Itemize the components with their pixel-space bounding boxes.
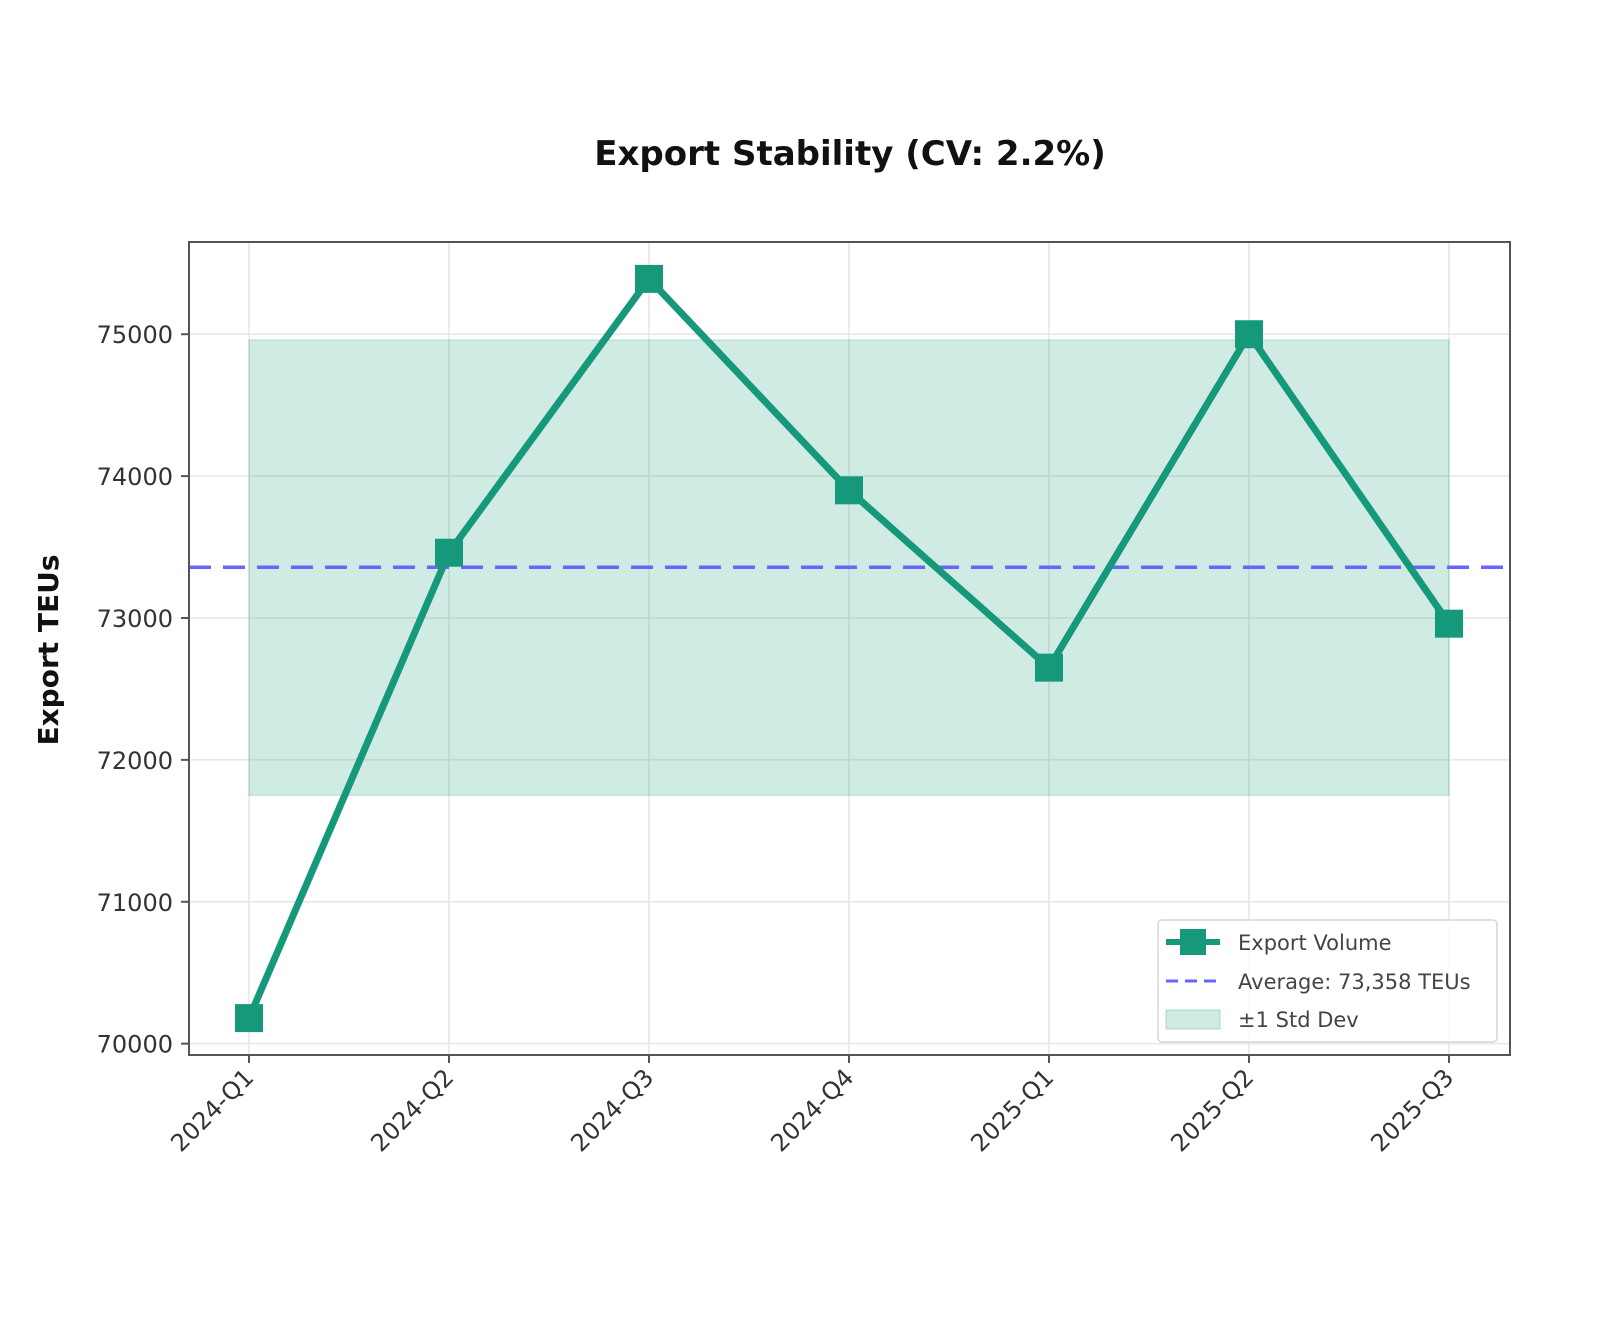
- chart-title: Export Stability (CV: 2.2%): [594, 134, 1106, 174]
- y-tick-label: 72000: [97, 747, 173, 775]
- legend-std-dev-swatch-icon: [1165, 1009, 1221, 1030]
- x-tick-label: 2025-Q1: [965, 1063, 1059, 1157]
- y-tick-label: 70000: [97, 1031, 173, 1059]
- data-point-marker: [1235, 320, 1263, 349]
- legend: Export Volume Average: 73,358 TEUs ±1 St…: [1157, 919, 1498, 1043]
- data-point-marker: [1035, 653, 1063, 682]
- y-tick-label: 73000: [97, 605, 173, 633]
- x-tick-labels: 2024-Q1 2024-Q2 2024-Q3 2024-Q4 2025-Q1 2025-…: [165, 1063, 1459, 1157]
- y-tick-label: 71000: [97, 889, 173, 917]
- x-tick-label: 2024-Q3: [565, 1063, 659, 1157]
- y-tick-label: 75000: [97, 321, 173, 349]
- legend-label-average: Average: 73,358 TEUs: [1238, 970, 1471, 994]
- grid: [189, 242, 1510, 1055]
- x-tick-label: 2024-Q4: [765, 1063, 859, 1157]
- x-tick-label: 2024-Q2: [365, 1063, 459, 1157]
- data-point-marker: [1435, 609, 1463, 638]
- legend-series-marker-icon: [1180, 929, 1206, 955]
- data-point-marker: [435, 538, 463, 567]
- y-axis-label: Export TEUs: [32, 554, 65, 745]
- data-point-marker: [235, 1004, 263, 1033]
- legend-label-export-volume: Export Volume: [1238, 931, 1392, 955]
- legend-box: [1157, 919, 1498, 1043]
- legend-label-std-dev: ±1 Std Dev: [1238, 1008, 1359, 1032]
- y-tick-labels: 70000 71000 72000 73000 74000 75000: [97, 321, 173, 1058]
- data-point-marker: [635, 264, 663, 293]
- axes: [181, 241, 1511, 1063]
- series-layer: [235, 264, 1463, 1033]
- data-point-marker: [835, 476, 863, 505]
- x-tick-label: 2025-Q3: [1365, 1063, 1459, 1157]
- y-tick-label: 74000: [97, 463, 173, 491]
- x-tick-label: 2025-Q2: [1165, 1063, 1259, 1157]
- x-tick-label: 2024-Q1: [165, 1063, 259, 1157]
